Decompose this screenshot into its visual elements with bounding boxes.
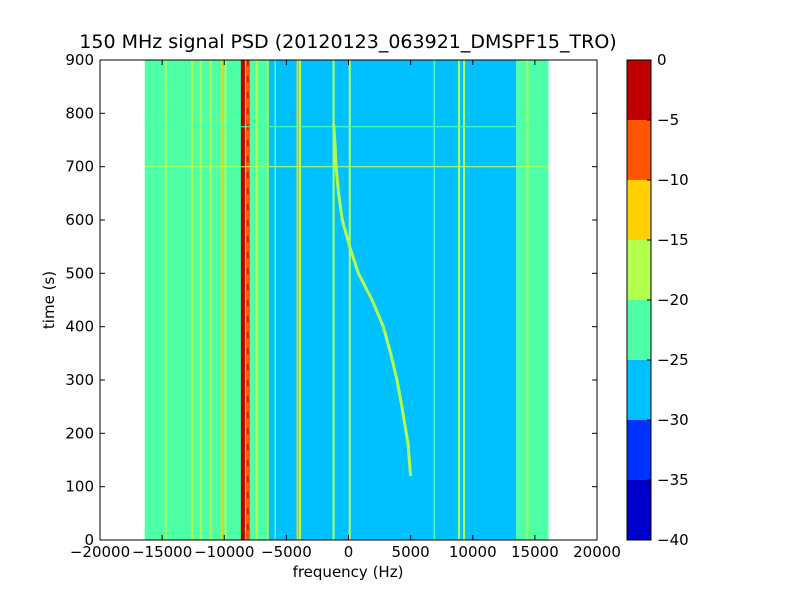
colorbar-segment bbox=[627, 300, 651, 360]
colorbar-tick-label: −15 bbox=[657, 231, 689, 249]
colorbar-segment bbox=[627, 60, 651, 120]
y-tick-label: 900 bbox=[65, 51, 94, 69]
x-tick-label: 5000 bbox=[392, 543, 430, 561]
axes: −20000 −15000 −10000 −5000 0 5000 10000 15000 20… bbox=[65, 51, 621, 561]
colorbar-tick-label: −5 bbox=[657, 111, 679, 129]
y-tick-label: 700 bbox=[65, 158, 94, 176]
x-tick-label: 20000 bbox=[573, 543, 621, 561]
x-tick-label: 15000 bbox=[511, 543, 559, 561]
y-tick-label: 100 bbox=[65, 478, 94, 496]
psd-band bbox=[516, 60, 549, 540]
x-tick-label: −20000 bbox=[70, 543, 130, 561]
colorbar-segment bbox=[627, 420, 651, 480]
x-tick-label: 10000 bbox=[449, 543, 497, 561]
y-tick-label: 300 bbox=[65, 371, 94, 389]
colorbar-segment bbox=[627, 180, 651, 240]
x-tick-label: −10000 bbox=[194, 543, 254, 561]
colorbar-segment bbox=[627, 120, 651, 180]
doppler-trace bbox=[332, 123, 413, 477]
colorbar-segment bbox=[627, 360, 651, 420]
y-tick-label: 200 bbox=[65, 424, 94, 442]
y-tick-label: 0 bbox=[84, 531, 94, 549]
colorbar: −40 −35 −30 −25 −20 −15 −10 −5 0 bbox=[626, 51, 689, 549]
chart-title: 150 MHz signal PSD (20120123_063921_DMSP… bbox=[79, 31, 616, 53]
colorbar-tick-label: 0 bbox=[657, 51, 667, 69]
colorbar-tick-label: −30 bbox=[657, 411, 689, 429]
y-tick-label: 500 bbox=[65, 264, 94, 282]
y-tick-label: 800 bbox=[65, 104, 94, 122]
x-axis-label: frequency (Hz) bbox=[293, 563, 404, 581]
colorbar-segment bbox=[627, 240, 651, 300]
colorbar-tick-label: −35 bbox=[657, 471, 689, 489]
colorbar-tick-label: −20 bbox=[657, 291, 689, 309]
y-tick-label: 600 bbox=[65, 211, 94, 229]
psd-band bbox=[435, 60, 517, 540]
psd-band bbox=[267, 60, 436, 540]
x-tick-label: −5000 bbox=[261, 543, 312, 561]
colorbar-tick-label: −10 bbox=[657, 171, 689, 189]
colorbar-segment bbox=[627, 480, 651, 540]
y-tick-label: 400 bbox=[65, 318, 94, 336]
colorbar-tick-label: −25 bbox=[657, 351, 689, 369]
x-tick-label: −15000 bbox=[132, 543, 192, 561]
y-axis-label: time (s) bbox=[40, 271, 58, 329]
x-tick-label: 0 bbox=[344, 543, 354, 561]
plot-area bbox=[144, 60, 549, 540]
colorbar-tick-label: −40 bbox=[657, 531, 689, 549]
